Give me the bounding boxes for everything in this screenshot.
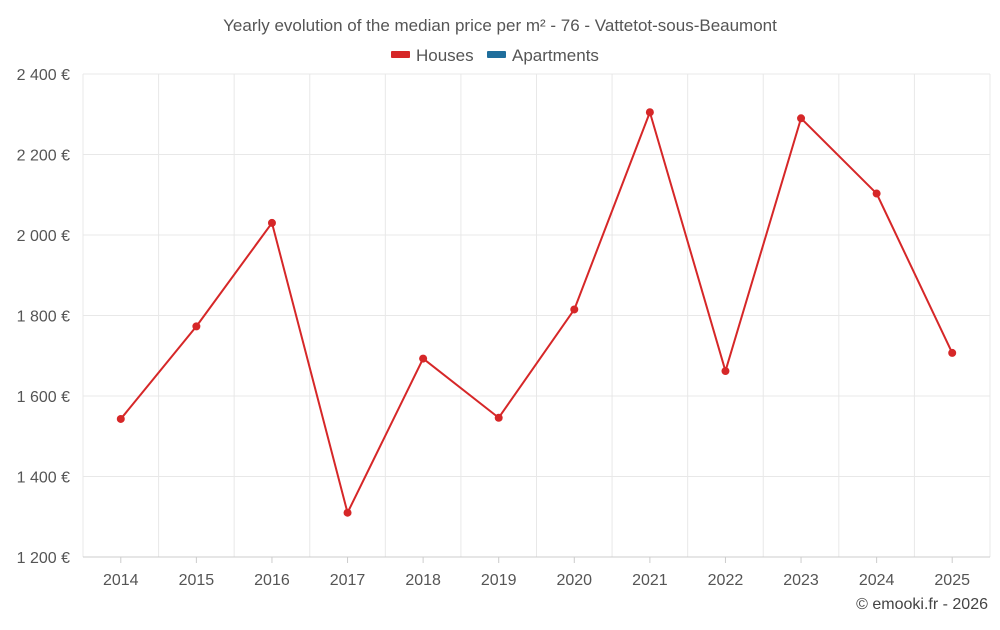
x-tick-label: 2024: [859, 572, 895, 589]
data-point[interactable]: [570, 305, 579, 314]
x-tick-label: 2017: [330, 572, 366, 589]
data-point[interactable]: [343, 508, 352, 517]
y-tick-label: 2 200 €: [17, 148, 70, 165]
data-point[interactable]: [116, 414, 125, 423]
x-tick-label: 2021: [632, 572, 668, 589]
y-tick-label: 2 400 €: [17, 67, 70, 84]
data-point[interactable]: [645, 108, 654, 117]
legend: Houses Apartments: [391, 46, 599, 65]
x-tick-label: 2015: [179, 572, 215, 589]
grid: [82, 73, 991, 557]
series-line-houses: [120, 111, 954, 514]
data-point[interactable]: [419, 354, 428, 363]
data-point[interactable]: [872, 189, 881, 198]
x-tick-label: 2014: [103, 572, 139, 589]
x-tick-label: 2020: [556, 572, 592, 589]
y-tick-label: 1 800 €: [17, 309, 70, 326]
chart-title: Yearly evolution of the median price per…: [223, 16, 777, 35]
data-point[interactable]: [192, 322, 201, 331]
series-houses: [116, 108, 957, 517]
y-tick-label: 1 400 €: [17, 470, 70, 487]
x-tick-label: 2025: [934, 572, 970, 589]
credit-text: © emooki.fr - 2026: [856, 596, 988, 613]
legend-item-houses[interactable]: Houses: [391, 46, 474, 65]
legend-label-houses: Houses: [416, 46, 474, 65]
legend-item-apartments[interactable]: Apartments: [487, 46, 599, 65]
y-tick-label: 1 200 €: [17, 550, 70, 567]
x-tick-label: 2018: [405, 572, 441, 589]
data-point[interactable]: [797, 114, 806, 123]
x-tick-label: 2022: [708, 572, 744, 589]
y-tick-label: 1 600 €: [17, 389, 70, 406]
data-point[interactable]: [267, 218, 276, 227]
data-point[interactable]: [721, 367, 730, 376]
y-tick-label: 2 000 €: [17, 228, 70, 245]
legend-swatch-houses: [391, 51, 410, 58]
x-tick-label: 2023: [783, 572, 819, 589]
axes: 1 200 € 1 400 € 1 600 € 1 800 € 2 000 € 2 200…: [17, 67, 990, 589]
legend-swatch-apartments: [487, 51, 506, 58]
data-point[interactable]: [494, 413, 503, 422]
x-tick-label: 2016: [254, 572, 290, 589]
data-point[interactable]: [948, 348, 957, 357]
legend-label-apartments: Apartments: [512, 46, 599, 65]
x-tick-label: 2019: [481, 572, 517, 589]
